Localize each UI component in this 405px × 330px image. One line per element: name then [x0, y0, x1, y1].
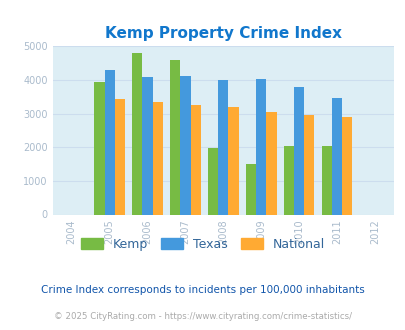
Bar — [190, 106, 200, 214]
Bar — [207, 148, 217, 214]
Bar — [245, 164, 256, 214]
Bar — [341, 117, 352, 214]
Text: © 2025 CityRating.com - https://www.cityrating.com/crime-statistics/: © 2025 CityRating.com - https://www.city… — [54, 312, 351, 321]
Bar — [303, 115, 313, 214]
Title: Kemp Property Crime Index: Kemp Property Crime Index — [104, 26, 341, 41]
Bar — [256, 79, 266, 214]
Bar — [266, 112, 276, 214]
Bar — [152, 102, 162, 214]
Bar — [321, 146, 331, 214]
Bar — [228, 107, 238, 214]
Bar — [331, 98, 341, 214]
Bar — [94, 82, 104, 214]
Bar — [104, 70, 115, 214]
Bar — [293, 86, 303, 214]
Bar — [132, 53, 142, 214]
Bar — [115, 99, 125, 214]
Bar — [283, 146, 293, 214]
Bar — [170, 60, 180, 214]
Bar — [217, 80, 228, 214]
Legend: Kemp, Texas, National: Kemp, Texas, National — [81, 238, 324, 251]
Bar — [142, 77, 152, 214]
Text: Crime Index corresponds to incidents per 100,000 inhabitants: Crime Index corresponds to incidents per… — [41, 285, 364, 295]
Bar — [180, 77, 190, 215]
